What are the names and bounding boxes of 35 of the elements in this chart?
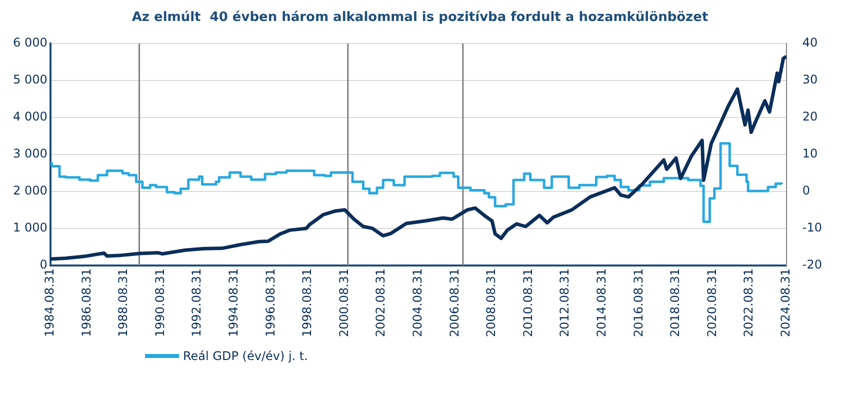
y2-tick-label: 30 [802, 72, 818, 87]
x-tick-label: 2018.08.31 [668, 268, 682, 338]
x-tick-label: 2020.08.31 [704, 268, 719, 338]
x-tick-label: 2004.08.31 [410, 268, 424, 338]
x-tick-label: 2016.08.31 [631, 268, 646, 338]
chart-title: Az elmúlt 40 évben három alkalommal is pozitívba fordult a hozamkülönbözet [132, 10, 708, 26]
y2-tick-label: 40 [802, 36, 818, 50]
x-tick-label: 2010.08.31 [520, 268, 535, 338]
x-tick-label: 2000.08.31 [336, 268, 351, 338]
x-tick-label: 2012.08.31 [558, 268, 572, 338]
y-tick-label: 3 000 [12, 146, 48, 161]
x-tick-label: 1998.08.31 [300, 268, 314, 338]
x-tick-label: 1994.08.31 [226, 268, 240, 338]
x-tick-label: 2008.08.31 [484, 268, 498, 338]
y-tick-label: 1 000 [12, 220, 48, 234]
y-tick-label: 5 000 [12, 72, 48, 87]
y2-tick-label: 0 [802, 184, 810, 198]
x-tick-label: 1986.08.31 [79, 268, 94, 338]
y-tick-label: 4 000 [12, 110, 48, 124]
y2-tick-label: 10 [802, 146, 818, 161]
x-tick-label: 1996.08.31 [263, 268, 278, 338]
x-tick-label: 2014.08.31 [594, 268, 608, 338]
x-tick-label: 2002.08.31 [374, 268, 388, 338]
y-tick-label: 2 000 [12, 184, 48, 198]
x-tick-label: 2006.08.31 [447, 268, 462, 338]
x-tick-label: 1992.08.31 [190, 268, 204, 338]
legend-label: Reál GDP (év/év) j. t. [183, 349, 308, 363]
y2-tick-label: 20 [802, 110, 818, 124]
x-tick-label: 2024.08.31 [778, 268, 793, 338]
y2-tick-label: -10 [802, 220, 822, 234]
x-tick-label: 1990.08.31 [152, 268, 167, 338]
y-tick-label: 6 000 [12, 36, 48, 50]
x-tick-label: 2022.08.31 [742, 268, 756, 338]
x-tick-label: 1988.08.31 [116, 268, 130, 338]
y2-tick-label: -20 [802, 257, 822, 272]
